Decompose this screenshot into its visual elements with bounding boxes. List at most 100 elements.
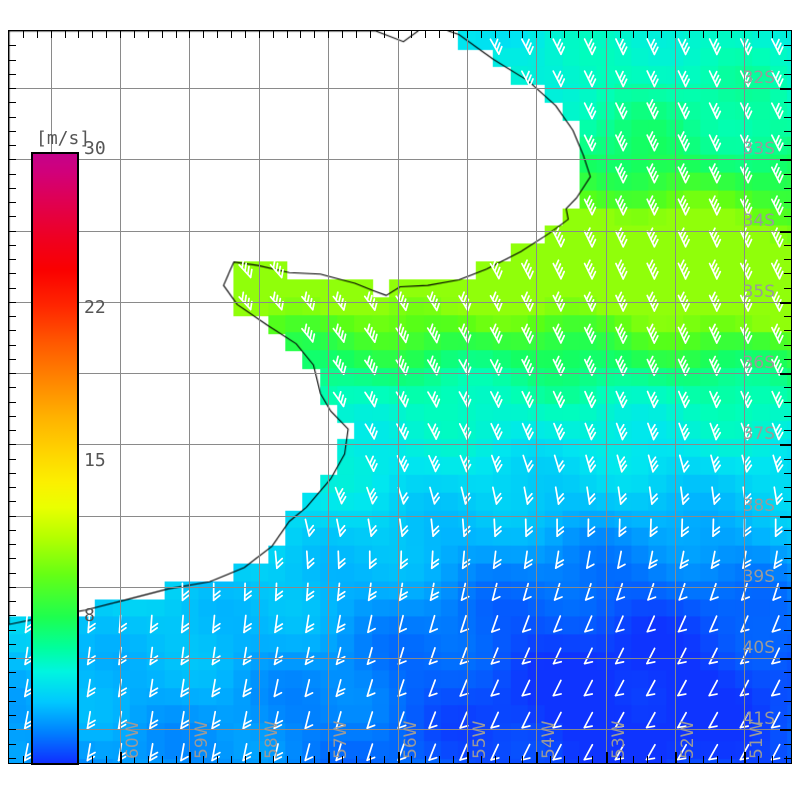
axis-tick-minor	[784, 601, 791, 602]
axis-tick-minor	[784, 444, 791, 445]
axis-tick-minor	[356, 31, 357, 38]
axis-tick-minor	[9, 330, 16, 331]
axis-tick-minor	[620, 31, 621, 38]
axis-tick-minor	[467, 31, 468, 38]
axis-tick-minor	[784, 88, 791, 89]
axis-tick-minor	[92, 756, 93, 763]
axis-tick-minor	[9, 516, 16, 517]
axis-tick-minor	[78, 31, 79, 38]
axis-tick-minor	[176, 756, 177, 763]
axis-tick-minor	[134, 31, 135, 38]
axis-tick-minor	[120, 756, 121, 763]
lat-label: 38S	[742, 496, 775, 516]
gridline-parallel	[9, 729, 791, 730]
axis-tick-minor	[536, 31, 537, 38]
axis-tick-minor	[9, 444, 16, 445]
axis-tick-minor	[384, 31, 385, 38]
axis-tick-minor	[784, 145, 791, 146]
axis-tick-minor	[731, 31, 732, 38]
axis-tick-minor	[9, 288, 16, 289]
axis-tick-minor	[384, 756, 385, 763]
axis-tick-minor	[231, 31, 232, 38]
axis-tick-minor	[784, 644, 791, 645]
axis-tick-minor	[9, 245, 16, 246]
axis-tick-minor	[784, 573, 791, 574]
axis-tick-minor	[784, 117, 791, 118]
axis-tick-major	[467, 752, 469, 763]
axis-tick-minor	[784, 473, 791, 474]
axis-tick-minor	[398, 756, 399, 763]
axis-tick-minor	[9, 630, 16, 631]
axis-tick-minor	[784, 758, 791, 759]
axis-tick-minor	[300, 756, 301, 763]
axis-tick-minor	[633, 756, 634, 763]
axis-tick-minor	[9, 60, 16, 61]
axis-tick-minor	[784, 387, 791, 388]
axis-tick-minor	[425, 31, 426, 38]
axis-tick-minor	[784, 302, 791, 303]
axis-tick-minor	[398, 31, 399, 38]
lat-label: 41S	[742, 709, 775, 729]
colorbar-tick-label: 8	[84, 605, 95, 626]
axis-tick-minor	[287, 756, 288, 763]
axis-tick-minor	[784, 45, 791, 46]
axis-tick-minor	[784, 658, 791, 659]
axis-tick-minor	[259, 756, 260, 763]
axis-tick-minor	[522, 31, 523, 38]
axis-tick-minor	[784, 672, 791, 673]
axis-tick-minor	[784, 516, 791, 517]
axis-tick-minor	[65, 31, 66, 38]
axis-tick-minor	[578, 31, 579, 38]
axis-tick-minor	[9, 587, 16, 588]
lat-label: 40S	[742, 638, 775, 658]
axis-tick-minor	[9, 202, 16, 203]
axis-tick-minor	[784, 544, 791, 545]
axis-tick-minor	[784, 615, 791, 616]
axis-tick-minor	[92, 31, 93, 38]
axis-tick-minor	[9, 687, 16, 688]
axis-tick-minor	[784, 273, 791, 274]
axis-tick-minor	[717, 31, 718, 38]
axis-tick-minor	[784, 74, 791, 75]
gridline-parallel	[9, 587, 791, 588]
axis-tick-minor	[784, 587, 791, 588]
gridline-meridian	[606, 31, 607, 763]
gridline-parallel	[9, 231, 791, 232]
axis-tick-major	[675, 752, 677, 763]
axis-tick-minor	[148, 756, 149, 763]
axis-tick-minor	[620, 756, 621, 763]
axis-tick-minor	[784, 715, 791, 716]
axis-tick-minor	[245, 31, 246, 38]
colorbar-tick-label: 22	[84, 297, 106, 318]
axis-tick-minor	[784, 729, 791, 730]
axis-tick-minor	[217, 756, 218, 763]
gridline-meridian	[675, 31, 676, 763]
axis-tick-minor	[647, 756, 648, 763]
axis-tick-minor	[9, 573, 16, 574]
axis-tick-minor	[467, 756, 468, 763]
axis-tick-minor	[300, 31, 301, 38]
axis-tick-major	[606, 752, 608, 763]
axis-tick-minor	[176, 31, 177, 38]
axis-tick-minor	[9, 672, 16, 673]
axis-tick-minor	[784, 202, 791, 203]
axis-tick-minor	[784, 159, 791, 160]
axis-tick-major	[744, 752, 746, 763]
lon-label: 56W	[401, 720, 421, 759]
axis-tick-minor	[9, 473, 16, 474]
axis-tick-major	[120, 752, 122, 763]
axis-tick-minor	[425, 756, 426, 763]
axis-tick-minor	[439, 31, 440, 38]
axis-tick-minor	[328, 756, 329, 763]
gridline-meridian	[259, 31, 260, 763]
axis-tick-minor	[23, 31, 24, 38]
axis-tick-minor	[784, 245, 791, 246]
axis-tick-minor	[106, 31, 107, 38]
axis-tick-minor	[731, 756, 732, 763]
axis-tick-minor	[784, 174, 791, 175]
axis-tick-minor	[784, 60, 791, 61]
axis-tick-minor	[703, 31, 704, 38]
lat-label: 33S	[742, 139, 775, 159]
axis-tick-minor	[784, 345, 791, 346]
axis-tick-minor	[370, 31, 371, 38]
